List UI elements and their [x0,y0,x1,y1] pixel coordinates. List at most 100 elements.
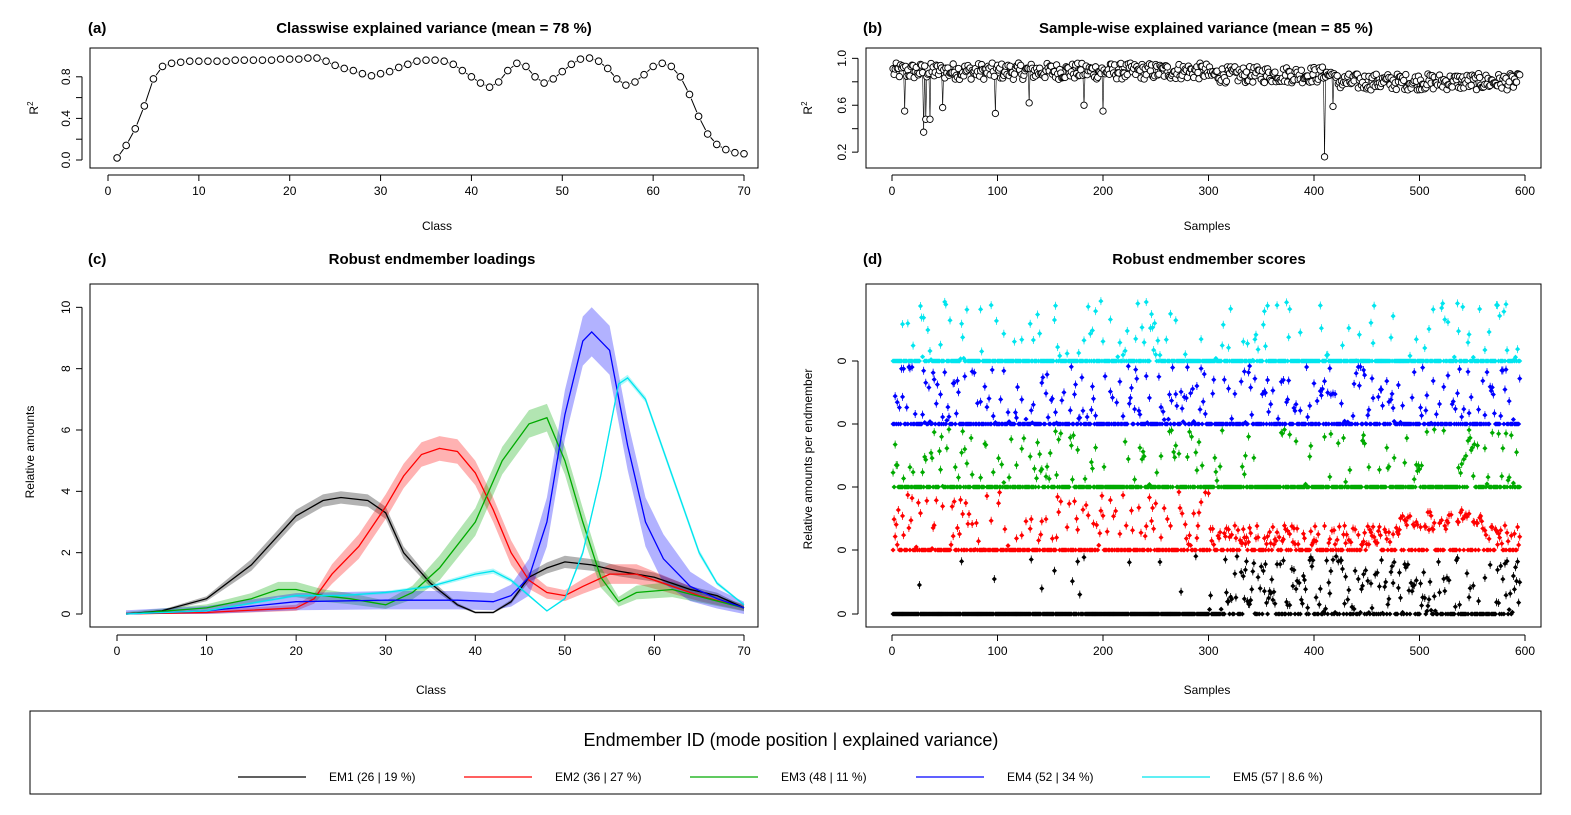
panel-d-point-em3 [1021,435,1027,441]
panel-b-x-tick-label: 200 [1093,184,1113,198]
panel-d-point-em4 [1380,403,1386,409]
panel-d-point-em4 [1491,410,1497,416]
panel-d-point-em3 [1068,443,1074,449]
panel-d-point-em2 [1363,547,1369,553]
panel-d-point-em1 [1342,601,1348,607]
panel-d-point-em1 [1277,561,1283,567]
panel-a-point [440,57,448,66]
panel-d-point-em1 [1386,596,1392,602]
panel-c-x-tick-label: 40 [469,644,483,658]
panel-d-point-em3 [1125,456,1131,462]
panel-d-point-em4 [1311,380,1317,386]
panel-d-point-em3 [1075,447,1081,453]
panel-d-point-em3 [1001,479,1007,486]
panel-a-point [703,130,712,138]
panel-d: (d) Robust endmember scores 0 100 200 300 40… [801,251,1542,697]
panel-d-point-em1 [1516,600,1522,606]
panel-d-point-em5 [1157,352,1163,358]
panel-d-point-em3 [1132,477,1138,483]
panel-d-point-em5 [993,318,999,324]
panel-a-point [185,57,194,66]
panel-d-point-em4 [1517,376,1523,382]
panel-a-point [149,75,158,83]
panel-d-point-em1 [1431,593,1437,599]
panel-d-point-em2 [1502,523,1508,529]
panel-d-point-em4 [955,389,962,395]
panel-d-point-em2 [973,520,979,526]
panel-d-point-em4 [1120,413,1126,419]
panel-d-point-em4 [1238,378,1244,385]
panel-b-connector [922,72,924,133]
panel-d-point-em1 [1303,586,1309,592]
panel-b-connector [1331,74,1334,107]
panel-d-point-em1 [1280,558,1286,564]
panel-d-point-em3 [936,448,943,454]
panel-d-point-em3 [1402,460,1408,466]
panel-d-point-em5 [1076,350,1082,356]
panel-a-x-tick-label: 50 [556,184,570,198]
panel-d-point-em2 [1099,493,1105,499]
panel-b-point [1099,107,1107,115]
panel-d-point-em2 [1300,531,1306,537]
panel-d-point-em2 [966,511,972,517]
panel-a-connector [682,80,688,91]
panel-d-point-em1 [1328,568,1334,574]
panel-d-point-em2 [1270,524,1276,530]
panel-a-point [458,66,467,75]
panel-d-point-em3 [1508,432,1514,438]
panel-d-point-em1 [916,582,922,588]
panel-d-point-em2 [1128,508,1135,514]
panel-d-point-em3 [1327,474,1333,480]
panel-d-point-em2 [960,511,966,517]
panel-d-point-em2 [997,489,1003,495]
panel-d-point-em3 [1154,470,1160,476]
panel-d-point-em4 [926,385,932,391]
panel-d-point-em2 [1143,523,1149,529]
panel-d-point-em1 [1339,566,1346,572]
panel-d-point-em3 [1082,476,1088,482]
panel-d-point-em3 [1441,428,1447,434]
panel-d-point-em4 [1134,376,1140,382]
panel-d-point-em2 [1235,527,1241,533]
panel-b-point [1249,78,1257,86]
panel-a-point [340,64,349,73]
panel-a-x-tick-label: 0 [105,184,112,198]
panel-d-point-em3 [1013,462,1020,468]
panel-d-point-em5 [978,306,984,312]
panel-d-point-em2 [975,538,982,544]
panel-d-point-em4 [1484,369,1490,375]
panel-a-points [113,54,748,162]
panel-d-point-em2 [1150,505,1156,511]
panel-d-point-em2 [1516,542,1522,548]
panel-c-x-tick-label: 50 [558,644,572,658]
panel-d-point-em4 [1136,408,1142,414]
panel-d-point-em4 [1137,411,1143,417]
panel-d-point-em5 [1011,339,1017,345]
panel-d-point-em4 [1194,383,1200,389]
panel-b: (b) Sample-wise explained variance (mean… [800,20,1542,233]
panel-d-point-em2 [954,525,960,531]
panel-d-y-tick-label: 0 [835,357,849,364]
panel-d-point-em2 [924,498,930,504]
panel-d-point-em3 [1019,446,1025,452]
panel-d-point-em5 [1148,311,1155,317]
panel-b-connector [1027,68,1030,103]
panel-d-point-em4 [912,411,918,417]
panel-d-point-em4 [984,404,990,410]
panel-d-point-em3 [1293,438,1299,444]
panel-d-point-em4 [1510,416,1516,423]
panel-d-point-em5 [937,342,944,348]
panel-d-point-em3 [1037,451,1043,457]
panel-d-point-em4 [1249,412,1255,418]
panel-d-point-em1 [1466,594,1472,600]
panel-d-point-em4 [1127,395,1133,401]
panel-d-point-em3 [990,469,996,475]
panel-d-x-tick-label: 600 [1515,644,1535,658]
panel-d-point-em2 [1019,532,1025,538]
panel-a-point [558,67,567,76]
panel-d-point-em3 [1404,435,1410,441]
panel-b-point [1025,99,1033,107]
panel-d-point-em3 [1219,427,1225,433]
panel-d-point-em4 [982,384,988,390]
panel-a-point [385,67,394,76]
